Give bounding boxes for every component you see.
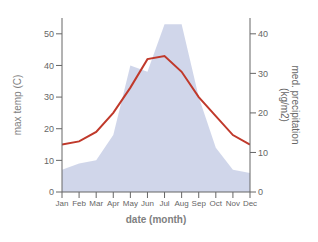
svg-text:Jan: Jan [56,199,69,208]
svg-text:10: 10 [258,148,268,158]
svg-text:40: 40 [258,29,268,39]
svg-text:Nov: Nov [226,199,240,208]
svg-text:40: 40 [44,61,54,71]
svg-text:0: 0 [49,187,54,197]
svg-text:date (month): date (month) [126,214,187,225]
svg-text:50: 50 [44,29,54,39]
svg-text:Sep: Sep [192,199,207,208]
svg-text:20: 20 [258,108,268,118]
svg-text:30: 30 [44,92,54,102]
svg-text:30: 30 [258,69,268,79]
svg-text:med. precipitation(kg/m2): med. precipitation(kg/m2) [279,66,301,145]
svg-text:0: 0 [258,187,263,197]
svg-text:Jun: Jun [141,199,154,208]
svg-text:Mar: Mar [89,199,103,208]
svg-text:max temp (C): max temp (C) [12,75,23,136]
svg-text:Aug: Aug [175,199,189,208]
svg-text:20: 20 [44,124,54,134]
svg-text:Jul: Jul [159,199,169,208]
svg-text:Feb: Feb [72,199,86,208]
svg-text:Dec: Dec [243,199,257,208]
svg-text:10: 10 [44,156,54,166]
svg-text:May: May [123,199,138,208]
svg-text:Apr: Apr [107,199,120,208]
svg-text:Oct: Oct [210,199,223,208]
